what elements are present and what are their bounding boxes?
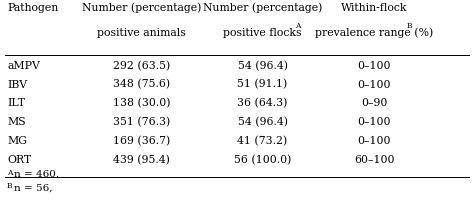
Text: 138 (30.0): 138 (30.0) xyxy=(113,98,171,108)
Text: 169 (36.7): 169 (36.7) xyxy=(113,136,170,146)
Text: 51 (91.1): 51 (91.1) xyxy=(237,79,288,89)
Text: 439 (95.4): 439 (95.4) xyxy=(113,154,170,165)
Text: 54 (96.4): 54 (96.4) xyxy=(237,60,288,70)
Text: 41 (73.2): 41 (73.2) xyxy=(237,136,288,146)
Text: Number (percentage): Number (percentage) xyxy=(82,2,201,13)
Text: 56 (100.0): 56 (100.0) xyxy=(234,154,291,165)
Text: 0–100: 0–100 xyxy=(357,136,391,146)
Text: IBV: IBV xyxy=(7,79,27,89)
Text: Number (percentage): Number (percentage) xyxy=(203,2,322,13)
Text: positive animals: positive animals xyxy=(97,28,186,38)
Text: 0–100: 0–100 xyxy=(357,60,391,70)
Text: positive flocks: positive flocks xyxy=(223,28,302,38)
Text: 351 (76.3): 351 (76.3) xyxy=(113,117,170,127)
Text: B: B xyxy=(7,181,13,189)
Text: n = 56,: n = 56, xyxy=(14,183,53,192)
Text: 0–100: 0–100 xyxy=(357,79,391,89)
Text: 0–100: 0–100 xyxy=(357,117,391,127)
Text: 0–90: 0–90 xyxy=(361,98,387,108)
Text: 292 (63.5): 292 (63.5) xyxy=(113,60,170,70)
Text: 36 (64.3): 36 (64.3) xyxy=(237,98,288,108)
Text: B: B xyxy=(406,22,412,30)
Text: ILT: ILT xyxy=(7,98,25,108)
Text: Within-flock: Within-flock xyxy=(341,3,407,13)
Text: ORT: ORT xyxy=(7,154,31,164)
Text: 54 (96.4): 54 (96.4) xyxy=(237,117,288,127)
Text: prevalence range (%): prevalence range (%) xyxy=(315,27,433,38)
Text: A: A xyxy=(295,22,301,30)
Text: aMPV: aMPV xyxy=(7,60,40,70)
Text: MG: MG xyxy=(7,136,27,146)
Text: MS: MS xyxy=(7,117,26,127)
Text: Pathogen: Pathogen xyxy=(7,3,58,13)
Text: n = 460.: n = 460. xyxy=(14,170,59,179)
Text: 60–100: 60–100 xyxy=(354,154,394,164)
Text: 348 (75.6): 348 (75.6) xyxy=(113,79,170,89)
Text: A: A xyxy=(7,168,13,176)
